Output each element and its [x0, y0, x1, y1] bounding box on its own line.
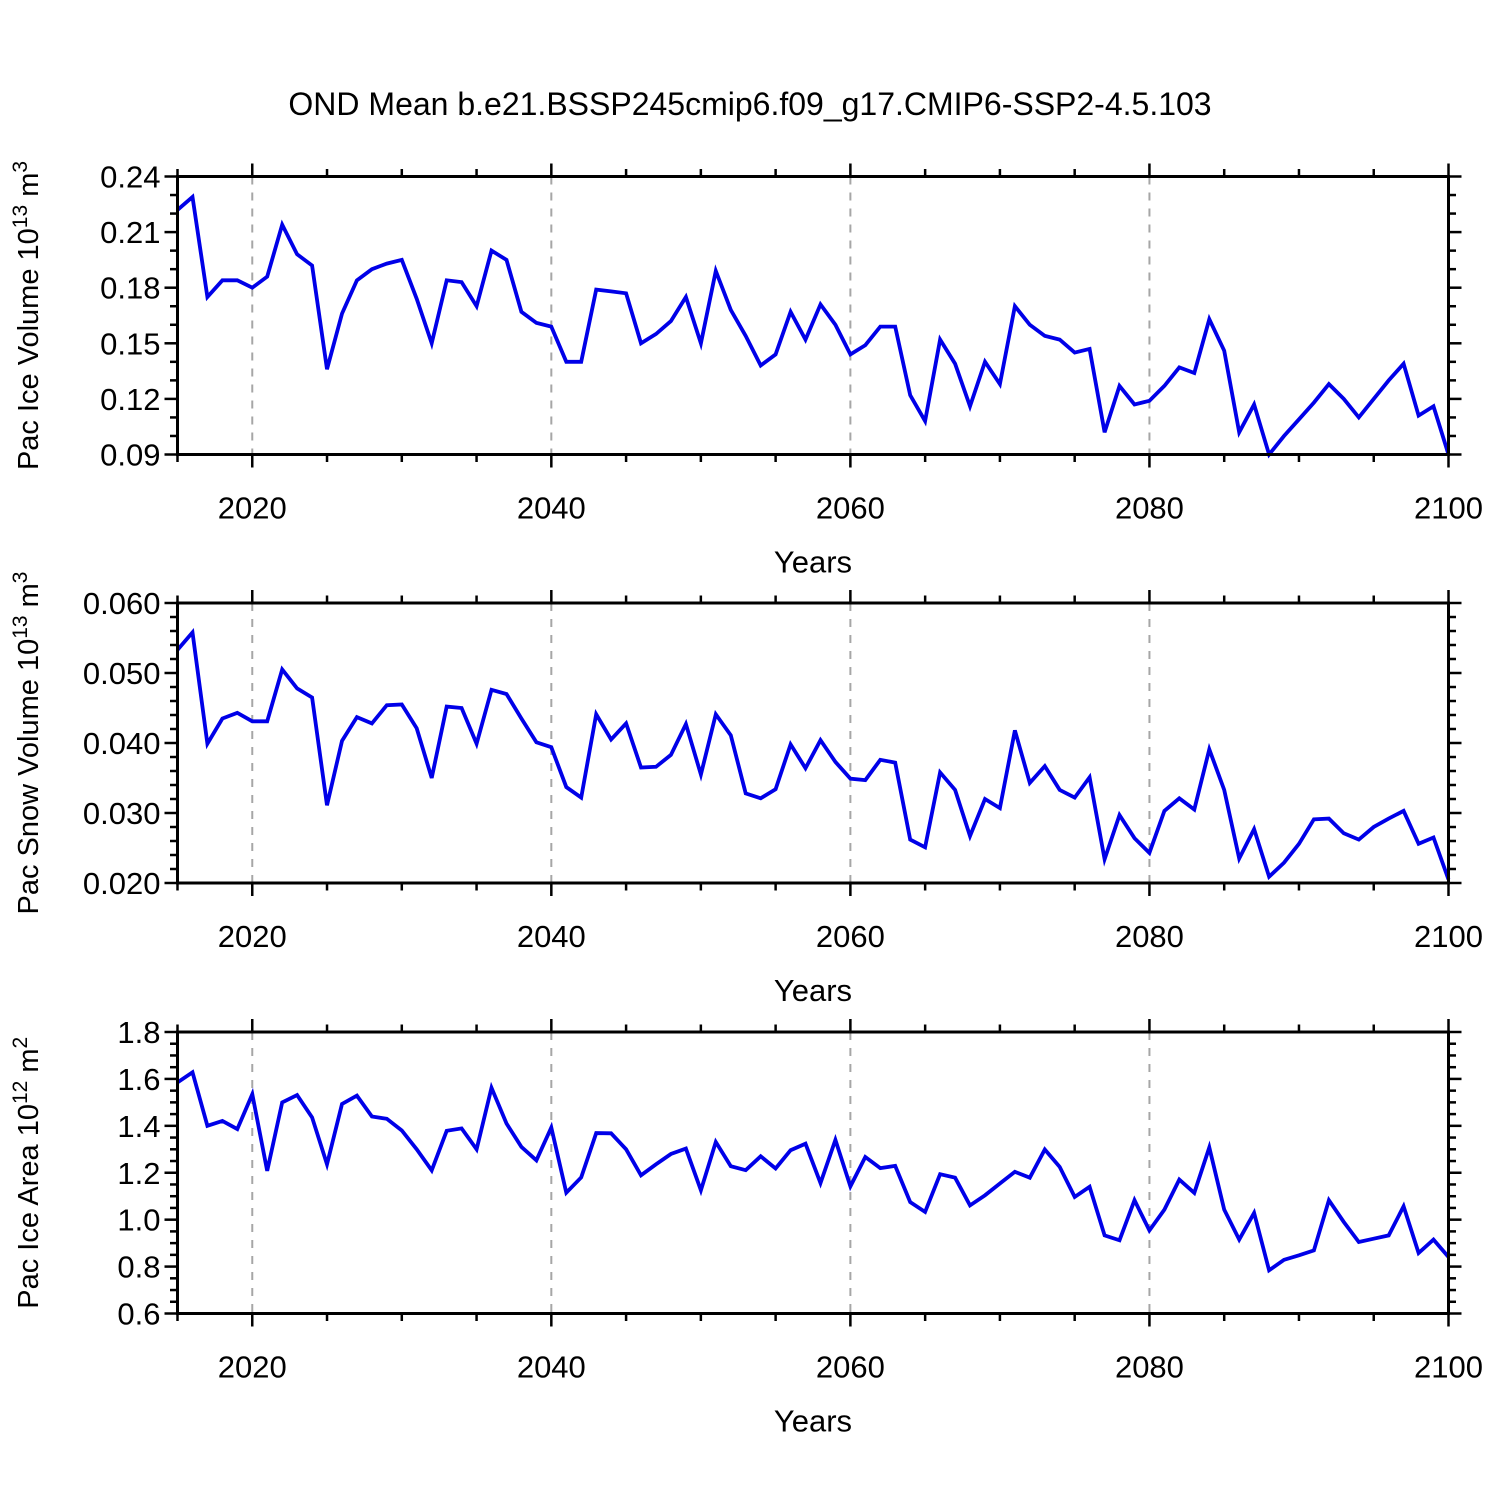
y-tick-label: 0.09: [100, 438, 160, 473]
x-tick-label: 2100: [1414, 919, 1483, 954]
y-tick-label: 0.020: [83, 866, 161, 901]
y-axis-title: Pac Ice Volume 1013 m3: [9, 161, 45, 470]
y-tick-label: 0.24: [100, 160, 160, 195]
pac-snow-volume-line: [176, 627, 1451, 881]
x-tick-label: 2040: [517, 1350, 586, 1385]
plot-border: [176, 175, 1450, 456]
panel-pac-ice-area: 1.8 1.6 1.4 1.2 1.0 0.8 0.6 2020 2040 2060 2080 210…: [9, 1015, 1483, 1439]
y-axis-title: Pac Snow Volume 1013 m3: [9, 572, 45, 915]
x-tick-label: 2060: [816, 919, 885, 954]
y-tick-label: 1.2: [117, 1156, 160, 1191]
chart-title: OND Mean b.e21.BSSP245cmip6.f09_g17.CMIP…: [288, 86, 1212, 122]
x-tick-label: 2020: [218, 491, 287, 526]
x-tick-label: 2040: [517, 491, 586, 526]
y-tick-label: 0.060: [83, 586, 161, 621]
y-tick-label: 1.4: [117, 1109, 160, 1144]
y-tick-label: 0.15: [100, 326, 160, 361]
y-tick-label: 0.18: [100, 271, 160, 306]
panel-pac-snow-volume: 0.060 0.050 0.040 0.030 0.020 2020 2040 2060 208…: [9, 572, 1483, 1008]
y-tick-label: 1.8: [117, 1015, 160, 1050]
plot-border: [176, 1030, 1450, 1315]
x-tick-label: 2020: [218, 1350, 287, 1385]
y-tick-label: 1.0: [117, 1203, 160, 1238]
x-axis-title: Years: [774, 973, 852, 1008]
x-tick-label: 2100: [1414, 491, 1483, 526]
x-tick-label: 2080: [1115, 491, 1184, 526]
y-tick-label: 0.040: [83, 726, 161, 761]
x-tick-label: 2020: [218, 919, 287, 954]
y-tick-label: 0.12: [100, 382, 160, 417]
panel-pac-ice-volume: 0.24 0.21 0.18 0.15 0.12 0.09 2020 2040 2060 2080…: [9, 160, 1483, 580]
y-axis-title: Pac Ice Area 1012 m2: [9, 1037, 45, 1309]
x-tick-label: 2080: [1115, 919, 1184, 954]
y-tick-label: 0.21: [100, 215, 160, 250]
y-tick-label: 0.8: [117, 1250, 160, 1285]
pac-ice-volume-line: [176, 193, 1451, 459]
x-tick-label: 2060: [816, 491, 885, 526]
y-tick-label: 0.050: [83, 656, 161, 691]
x-tick-label: 2100: [1414, 1350, 1483, 1385]
y-tick-label: 0.6: [117, 1297, 160, 1332]
y-tick-label: 0.030: [83, 796, 161, 831]
x-tick-label: 2060: [816, 1350, 885, 1385]
x-tick-label: 2080: [1115, 1350, 1184, 1385]
y-tick-label: 1.6: [117, 1062, 160, 1097]
x-tick-label: 2040: [517, 919, 586, 954]
x-axis-title: Years: [774, 1404, 852, 1439]
pac-ice-area-line: [176, 1069, 1450, 1274]
x-axis-title: Years: [774, 545, 852, 580]
